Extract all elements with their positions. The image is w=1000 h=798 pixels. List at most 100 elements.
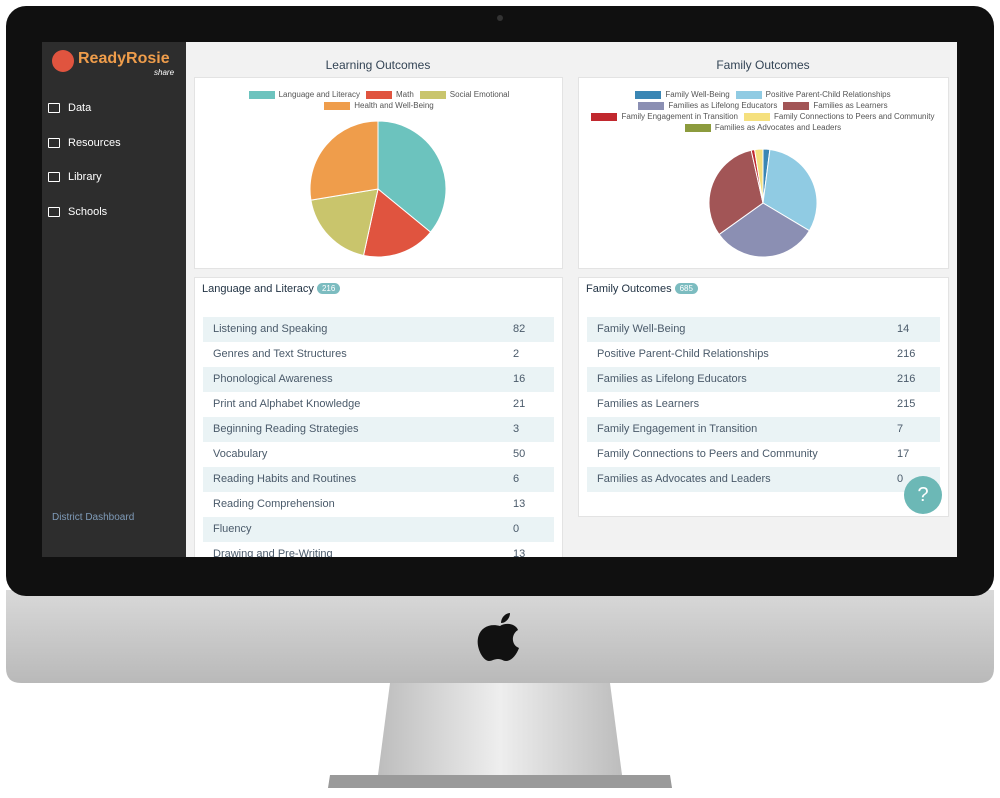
- nav-item[interactable]: Data: [68, 102, 92, 114]
- pie-slice: [708, 149, 764, 236]
- pie-slice: [718, 202, 811, 258]
- pie-slice: [310, 188, 379, 257]
- legend-swatch: [783, 101, 810, 110]
- legend-label: Families as Lifelong Educators: [668, 101, 778, 110]
- legend-swatch: [743, 112, 770, 121]
- table-row: Vocabulary 50: [203, 442, 554, 467]
- row-label: Fluency: [213, 523, 252, 535]
- legend-label: Family Connections to Peers and Communit…: [773, 112, 935, 121]
- row-value: 16: [513, 373, 526, 385]
- logo-sub: share: [154, 68, 175, 77]
- legend-swatch: [638, 101, 665, 110]
- chart-title: Learning Outcomes: [325, 58, 431, 72]
- legend-swatch: [248, 90, 275, 99]
- nav-icon: [48, 137, 60, 148]
- table-row: Phonological Awareness 16: [203, 367, 554, 392]
- screen: ReadyRosie share Data Resources Library Sch…: [42, 42, 957, 557]
- table-row: Family Connections to Peers and Communit…: [587, 442, 940, 467]
- legend: Family Well-Being Positive Parent-Child R…: [582, 90, 944, 132]
- help-button[interactable]: ?: [904, 476, 942, 514]
- table-row: Families as Lifelong Educators 216: [587, 367, 940, 392]
- row-value: 7: [897, 423, 904, 435]
- nav-item[interactable]: Schools: [68, 205, 108, 218]
- nav-item[interactable]: Library: [68, 171, 102, 183]
- badge: 685: [674, 283, 698, 294]
- footer-link[interactable]: District Dashboard: [52, 512, 135, 523]
- row-label: Families as Lifelong Educators: [597, 373, 747, 385]
- legend-item: Health and Well-Being: [324, 101, 434, 110]
- legend-item: Families as Advocates and Leaders: [684, 123, 842, 132]
- table-title: Language and Literacy: [202, 283, 314, 295]
- camera: [497, 15, 503, 21]
- nav-icon: [48, 103, 60, 113]
- row-label: Families as Advocates and Leaders: [597, 473, 771, 485]
- legend: Language and Literacy Math Social Emotiona…: [224, 90, 534, 110]
- row-label: Family Engagement in Transition: [597, 423, 758, 435]
- apple-logo: [477, 613, 519, 661]
- logo: ReadyRosie: [78, 50, 170, 67]
- table-row: Families as Advocates and Leaders 0: [587, 467, 940, 492]
- pie-charts: [309, 120, 818, 258]
- row-label: Families as Learners: [597, 398, 700, 410]
- legend-label: Families as Advocates and Leaders: [714, 123, 842, 132]
- legend-item: Family Engagement in Transition: [591, 112, 738, 121]
- row-value: 82: [513, 323, 526, 335]
- row-label: Listening and Speaking: [213, 323, 328, 335]
- nav-icon: [48, 172, 60, 182]
- table-row: Drawing and Pre-Writing 13: [203, 542, 554, 557]
- pie-slice: [309, 120, 379, 201]
- legend-item: Family Connections to Peers and Communit…: [743, 112, 935, 121]
- legend-swatch: [735, 90, 762, 99]
- row-value: 21: [513, 398, 526, 410]
- table-header: Language and Literacy 216: [202, 283, 341, 295]
- legend-item: Language and Literacy: [248, 90, 360, 99]
- legend-item: Family Well-Being: [635, 90, 730, 99]
- row-label: Drawing and Pre-Writing: [213, 548, 333, 557]
- table-header: Family Outcomes 685: [586, 283, 698, 295]
- pie-slice: [362, 188, 432, 258]
- nav-item[interactable]: Resources: [68, 136, 121, 149]
- table-row: Reading Habits and Routines 6: [203, 467, 554, 492]
- legend-label: Health and Well-Being: [354, 101, 434, 110]
- row-label: Print and Alphabet Knowledge: [213, 398, 361, 410]
- stand-neck: [378, 683, 622, 775]
- row-label: Reading Habits and Routines: [213, 473, 357, 485]
- legend-swatch: [324, 101, 351, 110]
- table-row: Family Engagement in Transition 7: [587, 417, 940, 442]
- row-value: 17: [897, 448, 910, 460]
- nav-icon: [48, 206, 60, 217]
- table-row: Beginning Reading Strategies 3: [203, 417, 554, 442]
- legend-item: Families as Lifelong Educators: [638, 101, 777, 110]
- row-label: Reading Comprehension: [213, 498, 335, 510]
- badge: 216: [316, 283, 341, 294]
- legend-item: Positive Parent-Child Relationships: [735, 90, 891, 99]
- row-value: 14: [897, 323, 910, 335]
- row-value: 216: [897, 373, 916, 385]
- legend-label: Positive Parent-Child Relationships: [765, 90, 891, 99]
- table-row: Families as Learners 215: [587, 392, 940, 417]
- legend-swatch: [635, 90, 662, 99]
- legend-label: Family Engagement in Transition: [621, 112, 738, 121]
- row-label: Positive Parent-Child Relationships: [597, 348, 769, 360]
- row-label: Family Connections to Peers and Communit…: [597, 448, 818, 460]
- table-row: Positive Parent-Child Relationships 216: [587, 342, 940, 367]
- logo-icon: [52, 50, 74, 72]
- row-value: 13: [513, 498, 526, 510]
- table-row: Family Well-Being 14: [587, 317, 940, 342]
- row-label: Phonological Awareness: [213, 373, 333, 385]
- pie-slice: [762, 148, 818, 232]
- table-title: Family Outcomes: [586, 283, 672, 295]
- row-value: 6: [513, 473, 520, 485]
- row-label: Genres and Text Structures: [213, 348, 347, 360]
- table-row: Reading Comprehension 13: [203, 492, 554, 517]
- legend-item: Math: [366, 90, 414, 99]
- row-value: 50: [513, 448, 526, 460]
- row-value: 215: [897, 398, 916, 410]
- legend-label: Math: [396, 90, 414, 99]
- stand-base: [328, 775, 672, 788]
- legend-swatch: [366, 90, 392, 99]
- legend-label: Families as Learners: [813, 101, 888, 110]
- chart-title: Family Outcomes: [716, 58, 810, 72]
- row-value: 0: [513, 523, 520, 535]
